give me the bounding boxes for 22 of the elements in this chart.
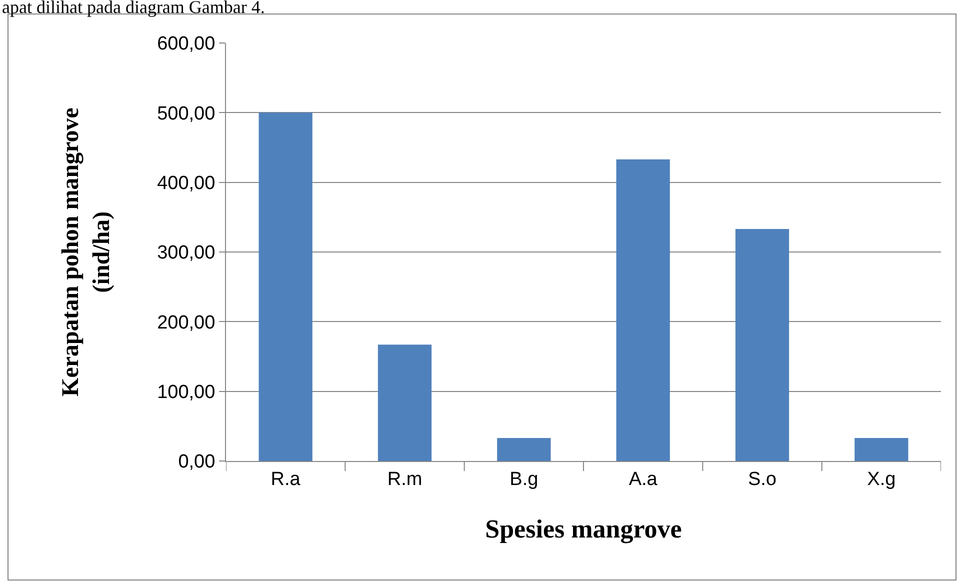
bar	[735, 229, 790, 461]
x-tick-label: R.a	[270, 468, 301, 490]
bar	[854, 438, 908, 461]
y-tick-label: 200,00	[157, 312, 216, 334]
bar	[258, 112, 312, 461]
y-axis-title: Kerapatan pohon mangrove (ind/ha)	[58, 107, 116, 396]
y-tick-label: 500,00	[157, 103, 216, 124]
x-tick-label: A.a	[628, 468, 658, 490]
x-tick-label: X.g	[867, 468, 896, 490]
bar	[497, 438, 551, 461]
x-tick-label: B.g	[510, 468, 538, 490]
bar	[378, 344, 432, 461]
y-tick-label: 100,00	[157, 382, 216, 403]
x-tick-label: R.m	[387, 468, 422, 490]
y-tick-label: 400,00	[157, 172, 216, 194]
x-axis-title: Spesies mangrove	[485, 514, 682, 544]
y-tick-label: 600,00	[157, 34, 216, 55]
bar	[616, 159, 670, 461]
y-tick-label: 300,00	[157, 242, 216, 264]
x-tick-label: S.o	[748, 468, 777, 490]
y-tick-label: 0,00	[178, 452, 216, 473]
text: apat dilihat pada diagram Gambar 4.	[2, 0, 265, 17]
